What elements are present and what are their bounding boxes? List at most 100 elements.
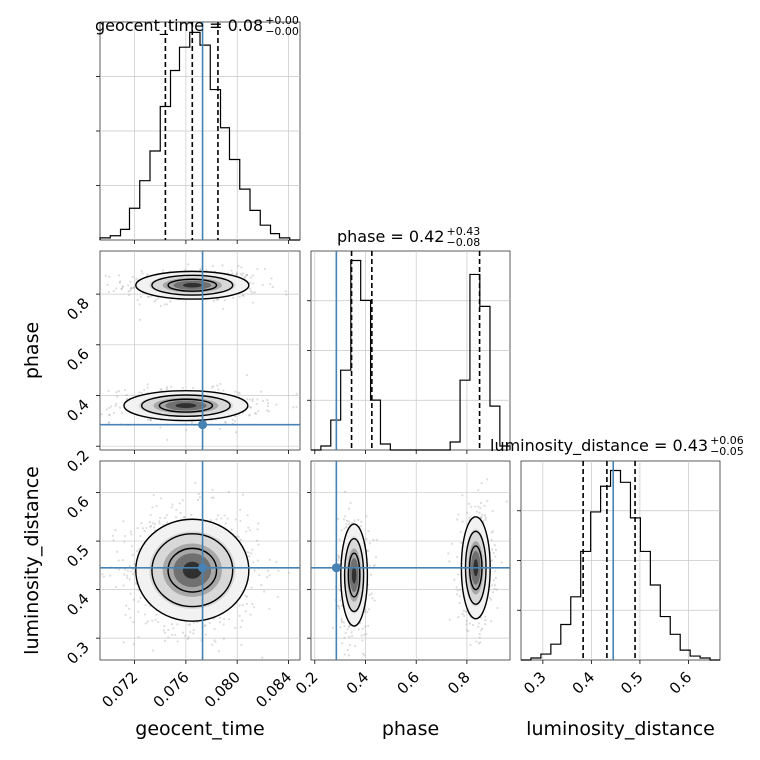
scatter-point — [238, 295, 241, 298]
scatter-point — [456, 589, 459, 592]
scatter-point — [149, 418, 152, 421]
scatter-point — [486, 478, 489, 481]
scatter-point — [447, 552, 450, 555]
scatter-point — [163, 516, 167, 520]
scatter-point — [481, 627, 484, 630]
panel-title-geocent_time: geocent_time = 0.08 — [95, 16, 263, 36]
contour-line — [123, 390, 249, 422]
title-lower-geocent_time: −0.00 — [265, 25, 299, 38]
scatter-point — [233, 420, 236, 423]
scatter-point — [210, 496, 213, 499]
contour-line — [135, 270, 250, 300]
scatter-point — [484, 516, 488, 519]
scatter-point — [174, 516, 177, 519]
scatter-point — [368, 593, 371, 597]
scatter-point — [123, 573, 126, 576]
contour-line — [151, 274, 234, 296]
scatter-point — [117, 568, 121, 571]
scatter-point — [251, 399, 254, 403]
scatter-point — [477, 489, 480, 492]
scatter-point — [256, 398, 259, 401]
scatter-point — [253, 291, 256, 294]
contour-line — [167, 547, 218, 593]
scatter-point — [284, 290, 287, 293]
scatter-point — [230, 269, 233, 272]
scatter-point — [457, 513, 460, 516]
scatter-point — [455, 593, 458, 596]
scatter-point — [120, 287, 123, 291]
x-axis-label-phase: phase — [382, 718, 439, 740]
scatter-point — [100, 413, 103, 416]
scatter-point — [92, 412, 94, 414]
scatter-point — [204, 633, 207, 636]
scatter-point — [155, 504, 158, 508]
scatter-point — [192, 386, 195, 389]
scatter-point — [215, 518, 218, 521]
scatter-point — [492, 551, 495, 555]
scatter-point — [248, 281, 251, 284]
scatter-point — [371, 597, 374, 600]
scatter-point — [123, 388, 127, 391]
scatter-point — [268, 574, 271, 577]
scatter-point — [108, 413, 111, 416]
x-tick-label-phase: 0.6 — [393, 668, 423, 698]
scatter-point — [165, 387, 168, 391]
scatter-point — [348, 635, 351, 638]
scatter-point — [159, 388, 162, 391]
scatter-point — [465, 628, 469, 631]
scatter-point — [172, 627, 175, 630]
scatter-point — [122, 520, 125, 523]
y-tick-label-phase: 0.4 — [63, 396, 93, 426]
scatter-point — [235, 271, 238, 274]
scatter-point — [467, 630, 470, 633]
scatter-point — [458, 601, 461, 605]
scatter-point — [118, 281, 121, 284]
scatter-point — [238, 614, 241, 617]
scatter-point — [341, 642, 344, 645]
scatter-point — [477, 505, 480, 508]
scatter-point — [137, 600, 140, 603]
scatter-point — [247, 414, 250, 417]
scatter-point — [143, 613, 147, 616]
scatter-point — [114, 404, 117, 408]
scatter-point — [217, 650, 220, 653]
scatter-point — [161, 269, 165, 272]
scatter-point — [181, 386, 184, 390]
scatter-point — [364, 625, 367, 628]
scatter-point — [235, 431, 238, 434]
panel-content — [92, 251, 300, 450]
scatter-point — [211, 488, 214, 491]
scatter-point — [484, 615, 487, 618]
scatter-point — [192, 628, 195, 632]
scatter-point — [495, 588, 498, 591]
scatter-point — [223, 299, 227, 302]
scatter-point — [170, 385, 173, 388]
scatter-point — [176, 623, 179, 626]
scatter-point — [212, 299, 215, 302]
scatter-point — [263, 590, 266, 593]
scatter-point — [246, 398, 249, 401]
scatter-point — [339, 626, 342, 629]
scatter-point — [348, 643, 351, 647]
scatter-point — [494, 548, 498, 552]
scatter-point — [217, 298, 220, 301]
scatter-point — [277, 569, 280, 572]
scatter-point — [270, 277, 273, 280]
scatter-point — [165, 303, 169, 306]
scatter-point — [347, 654, 350, 657]
scatter-point — [268, 558, 271, 561]
contour-line — [151, 533, 234, 608]
histogram-luminosity_distance — [517, 460, 721, 664]
scatter-point — [92, 625, 94, 627]
scatter-point — [147, 295, 151, 298]
scatter-point — [245, 274, 248, 277]
scatter-point — [129, 530, 132, 533]
scatter-point — [340, 619, 343, 622]
scatter-point — [364, 608, 367, 611]
scatter-point — [102, 575, 105, 578]
scatter-point — [248, 529, 252, 532]
scatter-point — [246, 514, 249, 517]
scatter-point — [260, 390, 263, 393]
scatter-point — [182, 516, 185, 519]
scatter-point — [365, 515, 368, 518]
